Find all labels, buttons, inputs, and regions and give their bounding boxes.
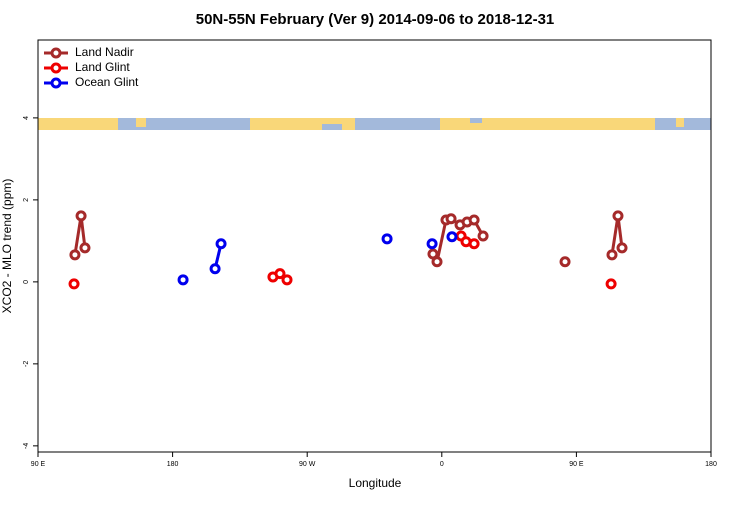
y-tick-label: 2 [23,198,30,202]
data-point [177,274,189,286]
data-point [431,256,443,268]
data-point [477,230,489,242]
data-point [426,238,438,250]
legend-label: Land Nadir [75,45,134,59]
data-point [605,278,617,290]
ocean [322,124,342,130]
data-point [215,238,227,250]
y-tick-label: 0 [23,280,30,284]
land [136,118,146,127]
y-axis-label: XCO2 - MLO trend (ppm) [0,179,14,314]
data-point [445,213,457,225]
land [440,118,655,130]
data-point [446,231,458,243]
x-axis-label: Longitude [349,476,402,490]
data-point [281,274,293,286]
data-point [209,263,221,275]
legend-label: Land Glint [75,60,130,74]
data-point [75,210,87,222]
data-point [274,268,286,280]
x-tick-label: 180 [167,461,179,468]
map-strip [38,118,711,130]
x-tick-label: 180 [705,461,717,468]
land [676,118,684,127]
y-tick-label: -2 [23,361,30,367]
y-tick-label: 4 [23,116,30,120]
data-point [79,242,91,254]
legend-marker [50,47,62,59]
data-point [606,249,618,261]
data-point [68,278,80,290]
x-tick-label: 90 W [299,461,316,468]
y-tick-label: -4 [23,443,30,449]
data-point [427,248,439,260]
data-point [612,210,624,222]
land [38,118,118,130]
data-point [559,256,571,268]
legend-marker [50,62,62,74]
data-point [69,249,81,261]
chart-title: 50N-55N February (Ver 9) 2014-09-06 to 2… [196,11,555,28]
x-tick-label: 90 E [569,461,584,468]
data-point [468,238,480,250]
data-point [381,233,393,245]
data-point [616,242,628,254]
legend-marker [50,77,62,89]
x-tick-label: 0 [440,461,444,468]
x-tick-label: 90 E [31,461,46,468]
ocean [470,118,482,123]
plot-frame [37,39,712,453]
legend-label: Ocean Glint [75,75,139,89]
data-point [468,214,480,226]
